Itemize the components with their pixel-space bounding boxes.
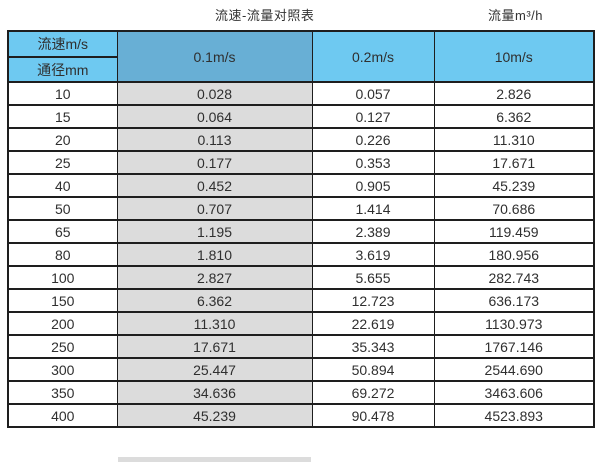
flow-cell-0-1ms: 0.177: [116, 150, 313, 175]
table-row: 250 17.671 35.343 1767.146: [7, 334, 595, 359]
flow-cell-10ms: 4523.893: [433, 403, 595, 428]
table-row: 50 0.707 1.414 70.686: [7, 196, 595, 221]
flow-unit-label: 流量m³/h: [488, 8, 544, 23]
flow-cell-0-1ms: 6.362: [116, 288, 313, 313]
flow-cell-0-1ms: 17.671: [116, 334, 313, 359]
diameter-cell: 65: [7, 219, 118, 244]
flow-cell-0-1ms: 0.113: [116, 127, 313, 152]
flow-cell-0-1ms: 1.810: [116, 242, 313, 267]
flow-cell-0-2ms: 0.353: [311, 150, 435, 175]
flow-cell-0-2ms: 5.655: [311, 265, 435, 290]
flow-cell-10ms: 11.310: [433, 127, 595, 152]
flow-rate-table: 流速m/s 0.1m/s 0.2m/s 10m/s 通径mm 10 0.028 …: [7, 30, 595, 428]
diameter-cell: 80: [7, 242, 118, 267]
flow-cell-10ms: 70.686: [433, 196, 595, 221]
table-row: 15 0.064 0.127 6.362: [7, 104, 595, 129]
diameter-cell: 300: [7, 357, 118, 382]
diameter-cell: 40: [7, 173, 118, 198]
flow-cell-0-2ms: 0.905: [311, 173, 435, 198]
flow-cell-10ms: 282.743: [433, 265, 595, 290]
flow-cell-10ms: 2.826: [433, 81, 595, 106]
flow-cell-0-1ms: 0.452: [116, 173, 313, 198]
flow-cell-0-1ms: 25.447: [116, 357, 313, 382]
header-column-0-1ms: 0.1m/s: [116, 30, 313, 83]
diameter-cell: 400: [7, 403, 118, 428]
diameter-cell: 100: [7, 265, 118, 290]
flow-cell-0-2ms: 3.619: [311, 242, 435, 267]
flow-cell-10ms: 1130.973: [433, 311, 595, 336]
diameter-cell: 350: [7, 380, 118, 405]
header-diameter-label: 通径mm: [7, 56, 118, 83]
table-header: 流速m/s 0.1m/s 0.2m/s 10m/s 通径mm: [7, 30, 595, 83]
table-title: 流速-流量对照表: [215, 8, 315, 23]
flow-cell-0-1ms: 0.028: [116, 81, 313, 106]
flow-cell-10ms: 6.362: [433, 104, 595, 129]
diameter-cell: 200: [7, 311, 118, 336]
flow-cell-0-1ms: 45.239: [116, 403, 313, 428]
table-row: 65 1.195 2.389 119.459: [7, 219, 595, 244]
flow-cell-10ms: 1767.146: [433, 334, 595, 359]
flow-cell-10ms: 45.239: [433, 173, 595, 198]
table-row: 80 1.810 3.619 180.956: [7, 242, 595, 267]
header-column-10ms: 10m/s: [433, 30, 595, 83]
header-column-0-2ms: 0.2m/s: [311, 30, 435, 83]
flow-cell-10ms: 17.671: [433, 150, 595, 175]
grey-column-tail: [118, 457, 311, 462]
flow-cell-10ms: 119.459: [433, 219, 595, 244]
flow-cell-0-1ms: 2.827: [116, 265, 313, 290]
table-body: 10 0.028 0.057 2.826 15 0.064 0.127 6.36…: [7, 81, 595, 428]
flow-cell-0-2ms: 69.272: [311, 380, 435, 405]
flow-cell-10ms: 2544.690: [433, 357, 595, 382]
flow-cell-0-2ms: 90.478: [311, 403, 435, 428]
flow-cell-0-2ms: 0.226: [311, 127, 435, 152]
flow-cell-0-2ms: 2.389: [311, 219, 435, 244]
table-row: 400 45.239 90.478 4523.893: [7, 403, 595, 428]
flow-cell-0-1ms: 11.310: [116, 311, 313, 336]
flow-cell-0-2ms: 50.894: [311, 357, 435, 382]
flow-cell-0-2ms: 12.723: [311, 288, 435, 313]
flow-cell-0-1ms: 34.636: [116, 380, 313, 405]
flow-cell-0-2ms: 0.127: [311, 104, 435, 129]
flow-cell-0-2ms: 1.414: [311, 196, 435, 221]
table-row: 200 11.310 22.619 1130.973: [7, 311, 595, 336]
table-row: 20 0.113 0.226 11.310: [7, 127, 595, 152]
diameter-cell: 10: [7, 81, 118, 106]
flow-cell-0-2ms: 0.057: [311, 81, 435, 106]
diameter-cell: 25: [7, 150, 118, 175]
table-row: 100 2.827 5.655 282.743: [7, 265, 595, 290]
table-row: 300 25.447 50.894 2544.690: [7, 357, 595, 382]
flow-cell-0-2ms: 35.343: [311, 334, 435, 359]
table-row: 10 0.028 0.057 2.826: [7, 81, 595, 106]
flow-cell-0-1ms: 1.195: [116, 219, 313, 244]
flow-cell-10ms: 636.173: [433, 288, 595, 313]
table-row: 40 0.452 0.905 45.239: [7, 173, 595, 198]
flow-cell-10ms: 180.956: [433, 242, 595, 267]
table-row: 350 34.636 69.272 3463.606: [7, 380, 595, 405]
header-velocity-label: 流速m/s: [7, 30, 118, 58]
diameter-cell: 250: [7, 334, 118, 359]
flow-cell-10ms: 3463.606: [433, 380, 595, 405]
diameter-cell: 15: [7, 104, 118, 129]
diameter-cell: 150: [7, 288, 118, 313]
diameter-cell: 20: [7, 127, 118, 152]
diameter-cell: 50: [7, 196, 118, 221]
table-row: 25 0.177 0.353 17.671: [7, 150, 595, 175]
flow-cell-0-2ms: 22.619: [311, 311, 435, 336]
flow-cell-0-1ms: 0.064: [116, 104, 313, 129]
flow-cell-0-1ms: 0.707: [116, 196, 313, 221]
table-row: 150 6.362 12.723 636.173: [7, 288, 595, 313]
